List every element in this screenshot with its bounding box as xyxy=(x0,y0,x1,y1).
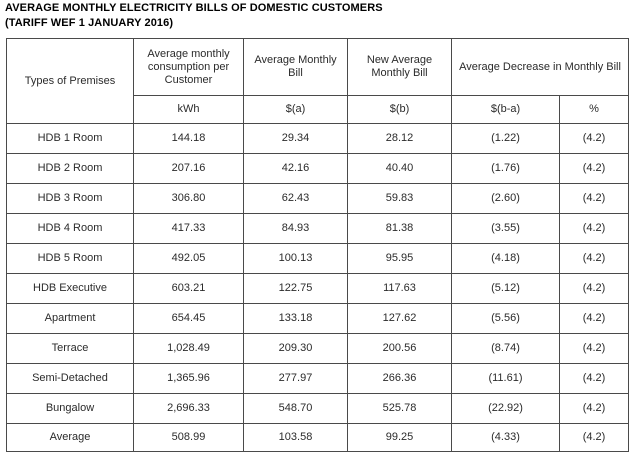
column-header-types-of-premises: Types of Premises xyxy=(6,38,134,124)
decrease-amount: (1.22) xyxy=(451,123,560,154)
title-line-2: (TARIFF WEF 1 JANUARY 2016) xyxy=(5,17,174,29)
kwh-value: 1,028.49 xyxy=(133,333,244,364)
decrease-percent: (4.2) xyxy=(558,183,630,214)
bill-b-value: 28.12 xyxy=(347,123,452,154)
table-row: HDB 5 Room 492.05 100.13 95.95 (4.18) (4.2) xyxy=(6,243,630,274)
bill-a-value: 84.93 xyxy=(243,213,348,244)
average-bill-b-value: 99.25 xyxy=(347,423,452,452)
bill-a-value: 122.75 xyxy=(243,273,348,304)
table-row: Terrace 1,028.49 209.30 200.56 (8.74) (4.2) xyxy=(6,333,630,364)
decrease-amount: (4.18) xyxy=(451,243,560,274)
decrease-amount: (1.76) xyxy=(451,153,560,184)
average-bill-a-value: 103.58 xyxy=(243,423,348,452)
bill-b-value: 200.56 xyxy=(347,333,452,364)
unit-header-dollar-a: $(a) xyxy=(243,95,348,124)
premise-type: HDB 5 Room xyxy=(6,243,134,274)
decrease-percent: (4.2) xyxy=(558,303,630,334)
decrease-amount: (22.92) xyxy=(451,393,560,424)
premise-type: HDB 1 Room xyxy=(6,123,134,154)
table-row: Semi-Detached 1,365.96 277.97 266.36 (11.61)… xyxy=(6,363,630,394)
table-body: HDB 1 Room 144.18 29.34 28.12 (1.22) (4.2) HDB… xyxy=(6,123,630,452)
bill-b-value: 40.40 xyxy=(347,153,452,184)
premise-type: Apartment xyxy=(6,303,134,334)
bill-b-value: 117.63 xyxy=(347,273,452,304)
premise-type: HDB 3 Room xyxy=(6,183,134,214)
kwh-value: 492.05 xyxy=(133,243,244,274)
decrease-amount: (2.60) xyxy=(451,183,560,214)
column-header-average-monthly-bill: Average Monthly Bill xyxy=(243,38,348,96)
header-row-main: Types of Premises Average monthly consum… xyxy=(6,38,630,124)
premise-type: HDB 4 Room xyxy=(6,213,134,244)
decrease-percent: (4.2) xyxy=(558,333,630,364)
bill-a-value: 277.97 xyxy=(243,363,348,394)
decrease-percent: (4.2) xyxy=(558,123,630,154)
kwh-value: 654.45 xyxy=(133,303,244,334)
kwh-value: 144.18 xyxy=(133,123,244,154)
decrease-amount: (5.12) xyxy=(451,273,560,304)
table-row: HDB 1 Room 144.18 29.34 28.12 (1.22) (4.2) xyxy=(6,123,630,154)
kwh-value: 2,696.33 xyxy=(133,393,244,424)
column-header-new-average-monthly-bill: New Average Monthly Bill xyxy=(347,38,452,96)
decrease-amount: (11.61) xyxy=(451,363,560,394)
kwh-value: 207.16 xyxy=(133,153,244,184)
decrease-percent: (4.2) xyxy=(558,393,630,424)
decrease-percent: (4.2) xyxy=(558,213,630,244)
premise-type: Bungalow xyxy=(6,393,134,424)
bill-b-value: 266.36 xyxy=(347,363,452,394)
bill-b-value: 95.95 xyxy=(347,243,452,274)
table-row: HDB Executive 603.21 122.75 117.63 (5.12) (4.… xyxy=(6,273,630,304)
bill-b-value: 59.83 xyxy=(347,183,452,214)
average-decrease-percent: (4.2) xyxy=(558,423,630,452)
decrease-percent: (4.2) xyxy=(558,363,630,394)
average-monthly-bills-table: Types of Premises Average monthly consum… xyxy=(6,38,630,452)
kwh-value: 417.33 xyxy=(133,213,244,244)
premise-type: Semi-Detached xyxy=(6,363,134,394)
unit-header-percent: % xyxy=(558,95,630,124)
decrease-amount: (3.55) xyxy=(451,213,560,244)
column-header-average-decrease-in-monthly-bill: Average Decrease in Monthly Bill xyxy=(450,38,630,96)
bill-a-value: 209.30 xyxy=(243,333,348,364)
bill-b-value: 127.62 xyxy=(347,303,452,334)
page-title: AVERAGE MONTHLY ELECTRICITY BILLS OF DOM… xyxy=(5,1,383,31)
column-header-average-monthly-consumption: Average monthly consumption per Customer xyxy=(133,38,244,96)
bill-a-value: 133.18 xyxy=(243,303,348,334)
average-kwh-value: 508.99 xyxy=(133,423,244,452)
bill-b-value: 81.38 xyxy=(347,213,452,244)
table-row: HDB 3 Room 306.80 62.43 59.83 (2.60) (4.2) xyxy=(6,183,630,214)
table-row: HDB 2 Room 207.16 42.16 40.40 (1.76) (4.2) xyxy=(6,153,630,184)
table-row-average: Average 508.99 103.58 99.25 (4.33) (4.2) xyxy=(6,423,630,452)
title-line-1: AVERAGE MONTHLY ELECTRICITY BILLS OF DOM… xyxy=(5,2,383,14)
premise-type: HDB Executive xyxy=(6,273,134,304)
decrease-amount: (8.74) xyxy=(451,333,560,364)
decrease-percent: (4.2) xyxy=(558,273,630,304)
bill-a-value: 548.70 xyxy=(243,393,348,424)
kwh-value: 603.21 xyxy=(133,273,244,304)
bill-a-value: 62.43 xyxy=(243,183,348,214)
table-header: Types of Premises Average monthly consum… xyxy=(6,38,630,124)
kwh-value: 1,365.96 xyxy=(133,363,244,394)
bill-a-value: 100.13 xyxy=(243,243,348,274)
decrease-percent: (4.2) xyxy=(558,243,630,274)
premise-type: HDB 2 Room xyxy=(6,153,134,184)
document-page: AVERAGE MONTHLY ELECTRICITY BILLS OF DOM… xyxy=(5,1,630,452)
premise-type: Terrace xyxy=(6,333,134,364)
table-row: HDB 4 Room 417.33 84.93 81.38 (3.55) (4.2) xyxy=(6,213,630,244)
decrease-amount: (5.56) xyxy=(451,303,560,334)
header-row-units: kWh $(a) $(b) $(b-a) % xyxy=(7,95,630,124)
bills-table-container: Types of Premises Average monthly consum… xyxy=(6,38,630,452)
table-row: Bungalow 2,696.33 548.70 525.78 (22.92) (4.2) xyxy=(6,393,630,424)
average-decrease-amount: (4.33) xyxy=(451,423,560,452)
average-premise-type: Average xyxy=(6,423,134,452)
bill-a-value: 29.34 xyxy=(243,123,348,154)
kwh-value: 306.80 xyxy=(133,183,244,214)
bill-b-value: 525.78 xyxy=(347,393,452,424)
unit-header-dollar-b-minus-a: $(b-a) xyxy=(451,95,560,124)
unit-header-kwh: kWh xyxy=(133,95,244,124)
decrease-percent: (4.2) xyxy=(558,153,630,184)
table-row: Apartment 654.45 133.18 127.62 (5.56) (4.2) xyxy=(6,303,630,334)
unit-header-dollar-b: $(b) xyxy=(347,95,452,124)
bill-a-value: 42.16 xyxy=(243,153,348,184)
